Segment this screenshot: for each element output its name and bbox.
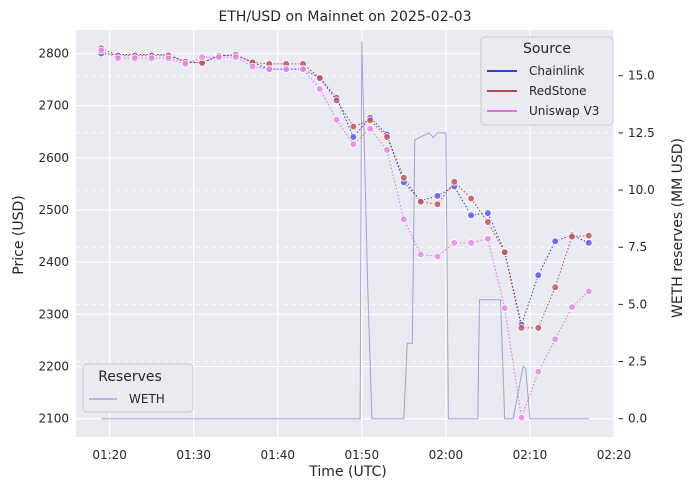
data-point-uniswap-v3 [568,303,576,311]
data-point-redstone [332,96,341,105]
x-tick-label: 02:00 [429,448,464,462]
data-point-uniswap-v3 [500,304,509,312]
data-point-chainlink [433,192,442,200]
y-tick-label: 2300 [38,307,69,321]
data-point-uniswap-v3 [215,53,223,61]
x-tick-label: 02:10 [513,448,548,462]
data-point-uniswap-v3 [383,146,391,154]
y2-tick-label: 15.0 [628,69,655,83]
data-point-redstone [534,324,543,332]
data-point-uniswap-v3 [147,54,156,62]
series-line-uniswap-v3 [100,49,590,418]
legend-box [82,363,194,413]
series-line-redstone [101,47,589,329]
y2-axis-label: WETH reserves (MM USD) [670,138,686,318]
y-axis-label: Price (USD) [11,195,27,274]
data-point-uniswap-v3 [131,54,139,62]
data-point-uniswap-v3 [534,367,543,376]
axes: 01:20 01:30 01:40 01:50 02:00 02:10 02:20 2100 2… [38,30,655,462]
y-tick-label: 2700 [38,99,69,113]
data-point-uniswap-v3 [282,65,291,73]
price-series [97,44,593,422]
legend-title: Source [523,41,571,57]
reserves-series [101,41,589,420]
series-line-chainlink [101,53,590,327]
legend-reserves: Reserves WETH [82,363,194,413]
data-point-redstone [383,133,391,141]
y-tick-label: 2600 [38,151,69,165]
x-tick-label: 01:30 [176,448,211,462]
data-point-uniswap-v3 [433,252,442,261]
x-tick-label: 01:40 [260,448,295,462]
data-point-redstone [500,248,509,257]
legend-title: Reserves [98,369,162,385]
data-point-redstone [349,122,358,131]
data-point-uniswap-v3 [265,65,274,73]
y-tick-label: 2800 [38,46,69,60]
legend-box [480,36,614,126]
data-point-redstone [433,200,442,209]
y2-tick-label: 7.5 [628,240,647,254]
data-point-redstone [467,194,475,203]
data-point-redstone [366,116,375,125]
data-point-chainlink [484,209,492,217]
data-point-chainlink [467,211,475,220]
y-tick-label: 2200 [38,360,69,374]
data-point-uniswap-v3 [332,115,341,124]
data-point-uniswap-v3 [97,46,105,55]
data-point-uniswap-v3 [416,250,425,259]
x-tick-label: 02:20 [597,448,632,462]
y2-tick-label: 2.5 [628,355,647,369]
data-point-redstone [315,74,324,82]
data-point-uniswap-v3 [315,85,324,93]
x-tick-label: 01:50 [345,448,380,462]
data-point-uniswap-v3 [231,53,240,61]
y-tick-label: 2400 [38,255,69,269]
data-point-uniswap-v3 [484,234,492,243]
data-point-uniswap-v3 [198,53,206,61]
data-point-uniswap-v3 [450,239,459,247]
data-point-uniswap-v3 [517,413,526,422]
data-point-redstone [484,218,492,226]
data-point-uniswap-v3 [399,215,408,224]
data-point-chainlink [349,133,358,141]
data-point-redstone [568,232,576,241]
x-axis-label: Time (UTC) [308,464,386,480]
y2-tick-label: 12.5 [628,126,655,140]
data-point-chainlink [584,239,593,247]
data-point-uniswap-v3 [467,239,475,247]
data-point-chainlink [551,237,559,246]
data-point-redstone [416,197,425,206]
data-point-uniswap-v3 [366,124,375,133]
data-point-uniswap-v3 [551,335,559,344]
data-point-uniswap-v3 [349,140,358,149]
chart-title: ETH/USD on Mainnet on 2025-02-03 [219,9,472,25]
data-point-chainlink [534,271,543,280]
data-point-uniswap-v3 [299,65,307,73]
data-point-uniswap-v3 [584,287,593,296]
legend-label: RedStone [529,84,586,98]
data-point-uniswap-v3 [114,54,122,62]
series-line-weth [101,41,589,420]
data-point-uniswap-v3 [248,62,257,71]
y-tick-label: 2100 [38,412,69,426]
y2-tick-label: 0.0 [628,412,647,426]
y2-tick-label: 10.0 [628,183,655,197]
y-tick-label: 2500 [38,203,69,217]
data-point-redstone [584,231,593,240]
data-point-redstone [450,178,459,186]
legend-label: WETH [129,392,165,406]
legend-label: Uniswap V3 [529,104,599,118]
data-point-redstone [399,173,408,182]
legend-source: Source Chainlink RedStone Uniswap V3 [480,36,614,126]
data-point-uniswap-v3 [181,60,190,68]
y2-tick-label: 5.0 [628,297,647,311]
data-point-redstone [517,324,526,332]
data-point-uniswap-v3 [164,54,173,62]
x-tick-label: 01:20 [92,448,127,462]
legend-label: Chainlink [529,64,585,78]
data-point-redstone [551,283,559,292]
